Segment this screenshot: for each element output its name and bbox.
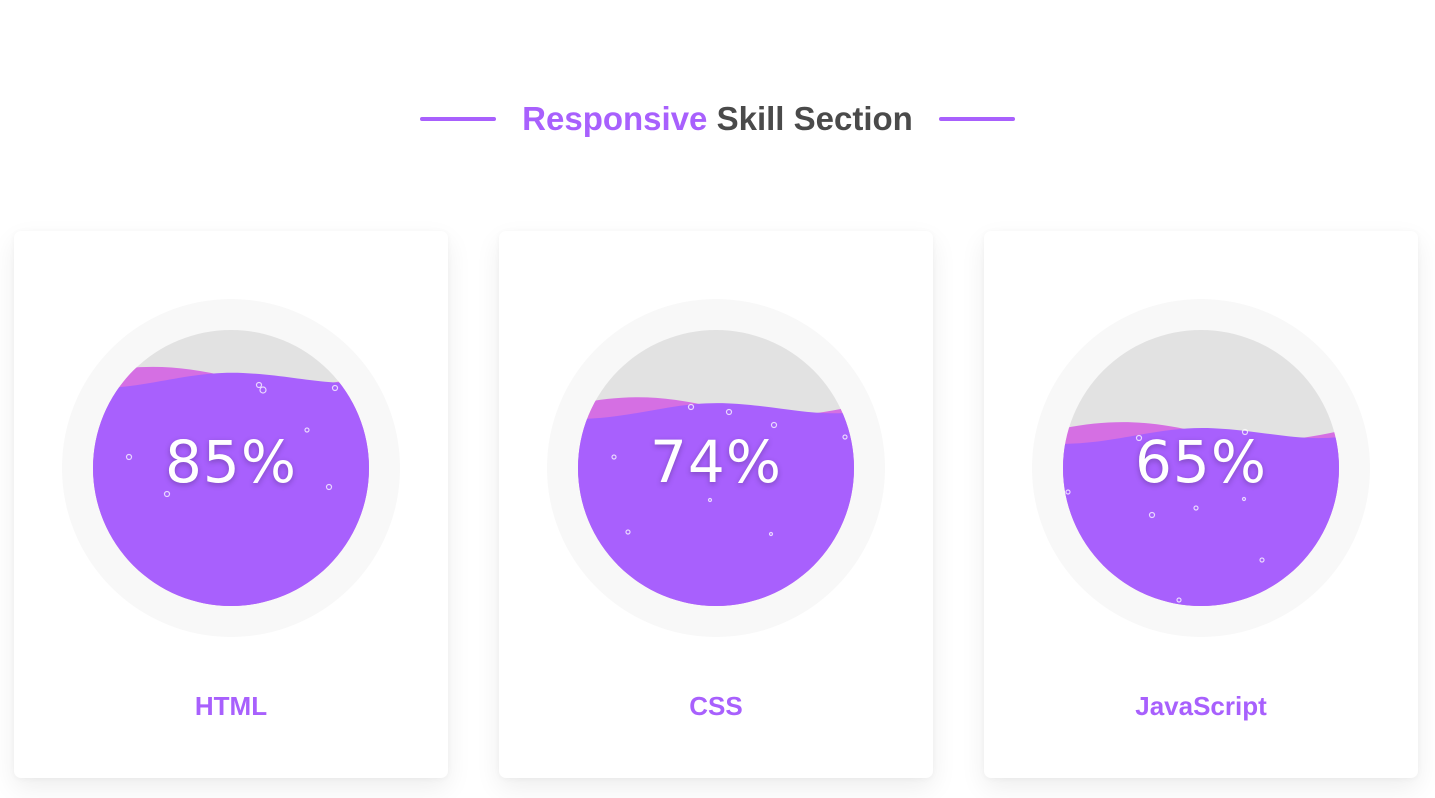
heading-line-left bbox=[420, 117, 497, 121]
bubble-icon bbox=[1259, 557, 1265, 563]
bubble-icon bbox=[1241, 496, 1247, 502]
gauge-liquid-fill bbox=[1063, 427, 1339, 606]
bubble-icon bbox=[1135, 434, 1143, 442]
percent-label: 74% bbox=[650, 428, 782, 496]
gauge-svg bbox=[93, 330, 369, 606]
skill-name-label: CSS bbox=[689, 691, 743, 721]
liquid-gauge-html: 85% bbox=[93, 330, 369, 606]
skill-name-label: JavaScript bbox=[1135, 691, 1267, 721]
bubble-icon bbox=[255, 381, 263, 389]
bubble-icon bbox=[304, 427, 310, 433]
bubble-icon bbox=[842, 434, 848, 440]
gauge-ring: 85% bbox=[62, 299, 400, 637]
gauge-ring: 74% bbox=[547, 299, 885, 637]
bubble-icon bbox=[259, 386, 267, 394]
bubble-icon bbox=[687, 403, 695, 411]
heading-line-right bbox=[938, 117, 1015, 121]
bubble-icon bbox=[770, 421, 778, 429]
gauge-liquid-fill bbox=[578, 403, 854, 606]
title-rest: Skill Section bbox=[716, 100, 913, 137]
gauge-svg bbox=[578, 330, 854, 606]
percent-label: 85% bbox=[165, 428, 297, 496]
bubble-icon bbox=[125, 453, 133, 461]
liquid-gauge-javascript: 65% bbox=[1063, 330, 1339, 606]
gauge-svg bbox=[1063, 330, 1339, 606]
skill-name-label: HTML bbox=[194, 691, 268, 721]
bubble-icon bbox=[163, 490, 171, 498]
bubble-icon bbox=[1148, 511, 1156, 519]
skill-card-html: 85% HTML bbox=[14, 231, 448, 778]
gauge-ring: 65% bbox=[1032, 299, 1370, 637]
bubble-icon bbox=[1193, 505, 1199, 511]
bubble-icon bbox=[331, 384, 339, 392]
gauge-liquid-fill bbox=[93, 372, 369, 606]
bubble-icon bbox=[1176, 597, 1182, 603]
percent-label: 65% bbox=[1135, 428, 1267, 496]
title-accent-word: Responsive bbox=[522, 100, 708, 137]
bubble-icon bbox=[768, 531, 774, 537]
section-title: Responsive Skill Section bbox=[522, 100, 913, 138]
bubble-icon bbox=[725, 408, 733, 416]
bubble-icon bbox=[325, 483, 333, 491]
liquid-gauge-css: 74% bbox=[578, 330, 854, 606]
section-heading: Responsive Skill Section bbox=[0, 96, 1435, 142]
bubble-icon bbox=[1241, 428, 1249, 436]
bubble-icon bbox=[625, 529, 631, 535]
skill-card-css: 74% CSS bbox=[499, 231, 933, 778]
bubble-icon bbox=[1065, 489, 1071, 495]
skill-card-javascript: 65% JavaScript bbox=[984, 231, 1418, 778]
bubble-icon bbox=[707, 497, 713, 503]
bubble-icon bbox=[611, 454, 617, 460]
